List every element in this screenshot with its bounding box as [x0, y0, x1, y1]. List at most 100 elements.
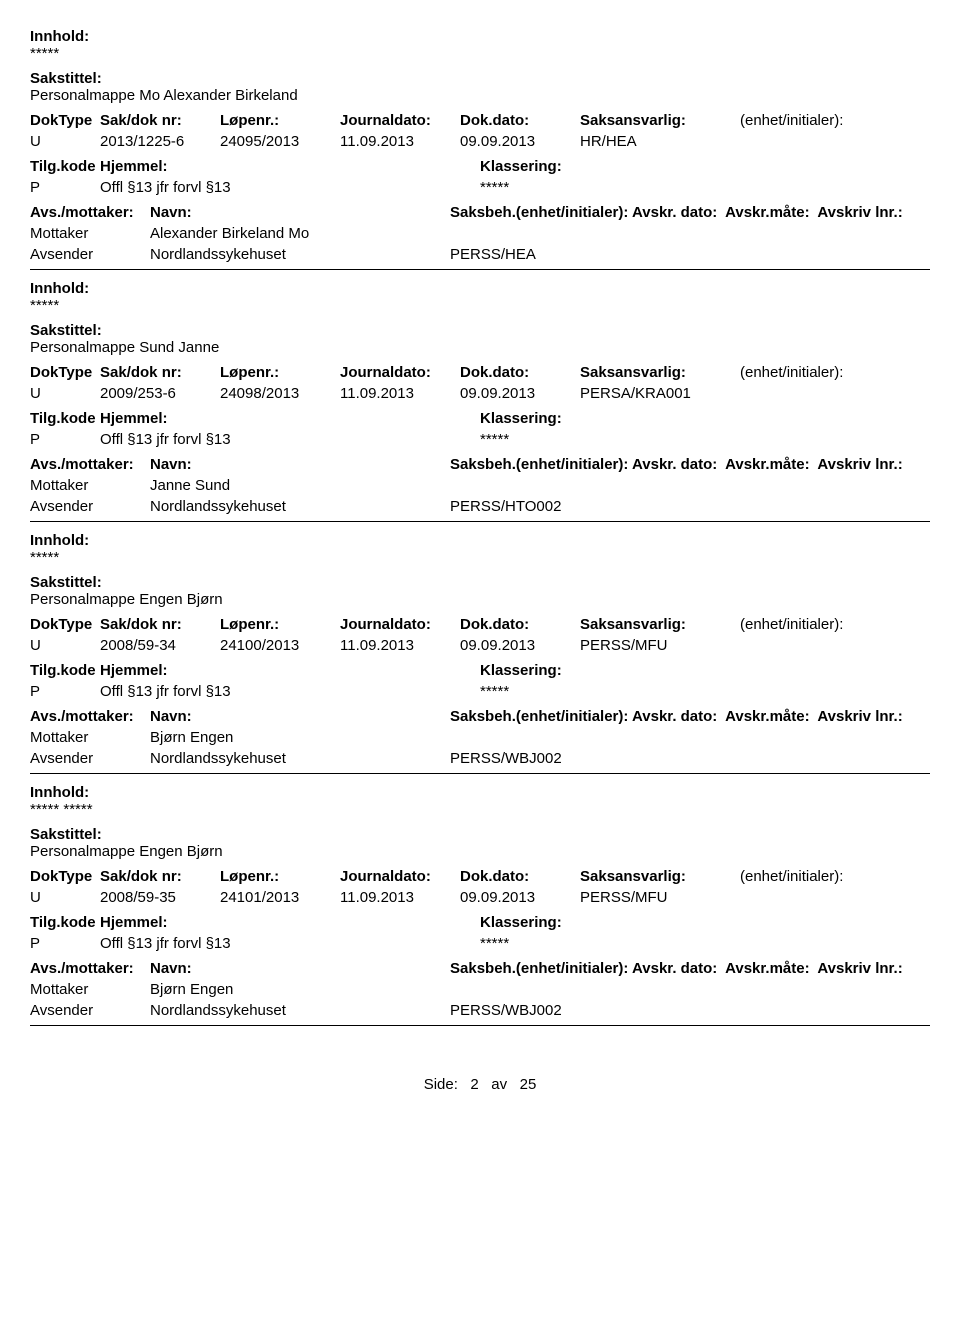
innhold-value: *****	[30, 549, 930, 566]
enhetinitialer-header: (enhet/initialer):	[740, 112, 890, 129]
saksbeh-header: Saksbeh.(enhet/initialer):	[450, 708, 628, 725]
dokdato-header: Dok.dato:	[460, 868, 580, 885]
tilgkode-header: Tilg.kode	[30, 410, 100, 427]
hjemmel-value-row: P Offl §13 jfr forvl §13 *****	[30, 683, 930, 700]
mottaker-row: Mottaker Bjørn Engen	[30, 729, 930, 746]
avskrmate-header: Avskr.måte:	[725, 960, 810, 977]
hjemmel-header-row: Tilg.kode Hjemmel: Klassering:	[30, 410, 930, 427]
avskrdato-header: Avskr. dato:	[632, 960, 717, 977]
mottaker-label: Mottaker	[30, 729, 150, 746]
sakdoknr-value: 2009/253-6	[100, 385, 220, 402]
avsender-label: Avsender	[30, 498, 150, 515]
mottaker-row: Mottaker Janne Sund	[30, 477, 930, 494]
journaldato-value: 11.09.2013	[340, 133, 460, 150]
footer-page-number: 2	[470, 1076, 478, 1093]
avsender-saksbeh: PERSS/HTO002	[450, 498, 630, 515]
tilgkode-value: P	[30, 431, 100, 448]
avskrivlnr-header: Avskriv lnr.:	[817, 960, 902, 977]
enhetinitialer-header: (enhet/initialer):	[740, 868, 890, 885]
avsender-label: Avsender	[30, 1002, 150, 1019]
hjemmel-value-row: P Offl §13 jfr forvl §13 *****	[30, 431, 930, 448]
doc-value-row: U 2013/1225-6 24095/2013 11.09.2013 09.0…	[30, 133, 930, 150]
journaldato-value: 11.09.2013	[340, 637, 460, 654]
dokdato-header: Dok.dato:	[460, 112, 580, 129]
hjemmel-header: Hjemmel:	[100, 914, 480, 931]
journaldato-header: Journaldato:	[340, 364, 460, 381]
klassering-value: *****	[480, 935, 680, 952]
saksansvarlig-header: Saksansvarlig:	[580, 364, 740, 381]
records-container: Innhold: ***** Sakstittel: Personalmappe…	[30, 28, 930, 1026]
avsmottaker-header: Avs./mottaker:	[30, 456, 150, 473]
journaldato-header: Journaldato:	[340, 616, 460, 633]
doktype-header: DokType	[30, 364, 100, 381]
doktype-value: U	[30, 385, 100, 402]
record-divider	[30, 269, 930, 270]
klassering-value: *****	[480, 683, 680, 700]
mottaker-label: Mottaker	[30, 225, 150, 242]
avsender-saksbeh: PERSS/WBJ002	[450, 1002, 630, 1019]
journaldato-value: 11.09.2013	[340, 889, 460, 906]
journal-record: Innhold: ***** Sakstittel: Personalmappe…	[30, 28, 930, 270]
klassering-header: Klassering:	[480, 662, 680, 679]
party-header-row: Avs./mottaker: Navn: Saksbeh.(enhet/init…	[30, 204, 930, 221]
doc-value-row: U 2008/59-35 24101/2013 11.09.2013 09.09…	[30, 889, 930, 906]
sakdoknr-header: Sak/dok nr:	[100, 112, 220, 129]
footer-total-pages: 25	[520, 1076, 537, 1093]
journaldato-header: Journaldato:	[340, 112, 460, 129]
doc-header-row: DokType Sak/dok nr: Løpenr.: Journaldato…	[30, 868, 930, 885]
sakdoknr-value: 2008/59-34	[100, 637, 220, 654]
sakdoknr-header: Sak/dok nr:	[100, 364, 220, 381]
dokdato-value: 09.09.2013	[460, 637, 580, 654]
mottaker-name: Bjørn Engen	[150, 981, 450, 998]
sakstittel-value: Personalmappe Sund Janne	[30, 339, 930, 356]
innhold-value: *****	[30, 297, 930, 314]
lopenr-header: Løpenr.:	[220, 112, 340, 129]
journal-record: Innhold: ***** ***** Sakstittel: Persona…	[30, 784, 930, 1026]
doktype-header: DokType	[30, 112, 100, 129]
dokdato-header: Dok.dato:	[460, 364, 580, 381]
innhold-value: ***** *****	[30, 801, 930, 818]
lopenr-header: Løpenr.:	[220, 364, 340, 381]
sakdoknr-value: 2008/59-35	[100, 889, 220, 906]
record-divider	[30, 773, 930, 774]
saksansvarlig-value: PERSA/KRA001	[580, 385, 740, 402]
lopenr-header: Løpenr.:	[220, 868, 340, 885]
doc-header-row: DokType Sak/dok nr: Løpenr.: Journaldato…	[30, 616, 930, 633]
innhold-label: Innhold:	[30, 28, 930, 45]
hjemmel-value: Offl §13 jfr forvl §13	[100, 935, 480, 952]
footer-side-label: Side:	[424, 1076, 458, 1093]
hjemmel-header-row: Tilg.kode Hjemmel: Klassering:	[30, 662, 930, 679]
saksansvarlig-value: PERSS/MFU	[580, 637, 740, 654]
hjemmel-value: Offl §13 jfr forvl §13	[100, 431, 480, 448]
klassering-header: Klassering:	[480, 158, 680, 175]
avsender-label: Avsender	[30, 750, 150, 767]
innhold-label: Innhold:	[30, 784, 930, 801]
mottaker-name: Bjørn Engen	[150, 729, 450, 746]
sakdoknr-header: Sak/dok nr:	[100, 868, 220, 885]
mottaker-label: Mottaker	[30, 981, 150, 998]
avskrivlnr-header: Avskriv lnr.:	[817, 708, 902, 725]
navn-header: Navn:	[150, 960, 450, 977]
footer-av-label: av	[491, 1076, 507, 1093]
page-footer: Side: 2 av 25	[30, 1076, 930, 1093]
avsender-row: Avsender Nordlandssykehuset PERSS/HTO002	[30, 498, 930, 515]
lopenr-header: Løpenr.:	[220, 616, 340, 633]
record-divider	[30, 521, 930, 522]
saksbeh-combined-header: Saksbeh.(enhet/initialer): Avskr. dato: …	[450, 204, 903, 221]
tilgkode-header: Tilg.kode	[30, 914, 100, 931]
party-header-row: Avs./mottaker: Navn: Saksbeh.(enhet/init…	[30, 708, 930, 725]
sakstittel-label: Sakstittel:	[30, 322, 930, 339]
klassering-value: *****	[480, 431, 680, 448]
saksbeh-header: Saksbeh.(enhet/initialer):	[450, 204, 628, 221]
party-header-row: Avs./mottaker: Navn: Saksbeh.(enhet/init…	[30, 960, 930, 977]
avsender-name: Nordlandssykehuset	[150, 498, 450, 515]
dokdato-header: Dok.dato:	[460, 616, 580, 633]
doktype-value: U	[30, 133, 100, 150]
avsender-row: Avsender Nordlandssykehuset PERSS/HEA	[30, 246, 930, 263]
journaldato-value: 11.09.2013	[340, 385, 460, 402]
avsender-row: Avsender Nordlandssykehuset PERSS/WBJ002	[30, 750, 930, 767]
record-divider	[30, 1025, 930, 1026]
mottaker-name: Alexander Birkeland Mo	[150, 225, 450, 242]
doc-value-row: U 2009/253-6 24098/2013 11.09.2013 09.09…	[30, 385, 930, 402]
lopenr-value: 24095/2013	[220, 133, 340, 150]
